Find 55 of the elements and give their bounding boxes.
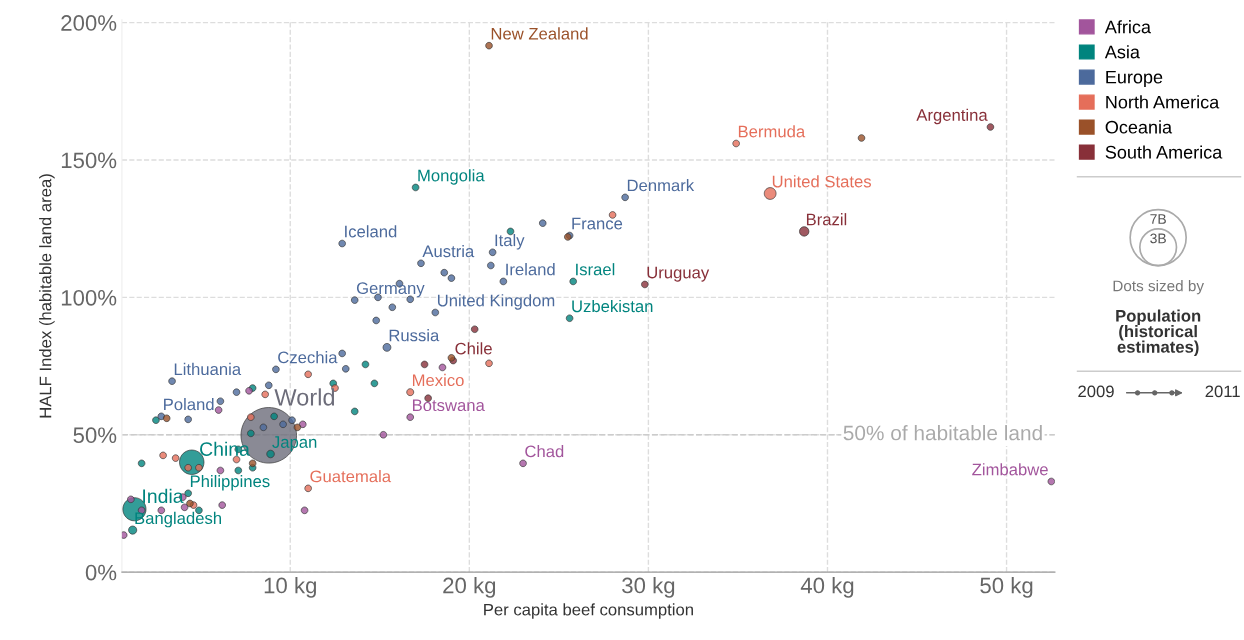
annotation: Bermuda (738, 125, 806, 138)
annotation: France (572, 217, 623, 230)
ref-line-label: 50% of habitable land (843, 425, 1042, 441)
annotation: Botswana (412, 399, 485, 412)
y-axis-title: HALF Index (habitable land area) (39, 174, 55, 418)
annotation: Zimbabwe (972, 463, 1048, 476)
annotation: Uzbekistan (572, 299, 653, 313)
y-tick-label: 200% (61, 15, 117, 31)
annotation: Ireland (506, 263, 555, 276)
annotation: World (274, 388, 335, 406)
annotation: Poland (164, 398, 214, 411)
annotation: Chile (455, 342, 492, 355)
legend-label: North America (1106, 95, 1220, 109)
annotation: United States (772, 175, 872, 188)
legend-label: Europe (1106, 70, 1163, 88)
annotation: Lithuania (174, 362, 242, 376)
annotation: New Zealand (491, 27, 588, 40)
x-tick-label: 40 kg (800, 577, 854, 598)
annotation: Brazil (806, 213, 847, 226)
annotation: Mexico (412, 373, 464, 387)
x-axis-title: Per capita beef consumption (484, 603, 693, 619)
annotation: Iceland (345, 225, 397, 238)
y-tick-label: 150% (61, 152, 117, 169)
text: 2009 (1078, 385, 1114, 398)
annotation: Guatemala (310, 470, 392, 483)
y-tick-label: 0% (85, 564, 117, 581)
x-tick-label: 50 kg (980, 577, 1033, 598)
annotation: Czechia (278, 351, 338, 364)
annotation: Philippines (190, 474, 270, 491)
legend-label: 7B (1150, 214, 1166, 224)
annotation: Denmark (627, 179, 695, 192)
annotation: Mongolia (418, 169, 485, 185)
y-tick-label: 100% (61, 289, 117, 306)
annotation: India (143, 488, 184, 504)
annotation: Austria (422, 244, 475, 258)
y-tick-label: 50% (73, 427, 117, 444)
annotation: Italy (495, 233, 525, 250)
x-tick-label: 30 kg (622, 577, 675, 598)
legend-label: Asia (1104, 45, 1140, 59)
text: 2011 (1205, 385, 1240, 398)
annotation: Germany (356, 282, 425, 298)
text: Dots sized by (1113, 280, 1204, 295)
legend-label: 3B (1150, 233, 1166, 244)
legend-label: South America (1105, 145, 1223, 159)
text: Population (historical estimates) (1116, 309, 1201, 357)
annotation: Israel (576, 263, 615, 276)
annotation: Russia (389, 329, 440, 342)
legend-label: Oceania (1105, 120, 1173, 134)
x-tick-label: 10 kg (264, 577, 316, 598)
annotation: Argentina (916, 108, 988, 125)
annotation: Uruguay (647, 266, 710, 282)
x-tick-label: 20 kg (443, 577, 496, 598)
legend-label: Africa (1104, 20, 1151, 34)
annotation: United Kingdom (437, 294, 555, 310)
annotation: Chad (525, 445, 564, 458)
